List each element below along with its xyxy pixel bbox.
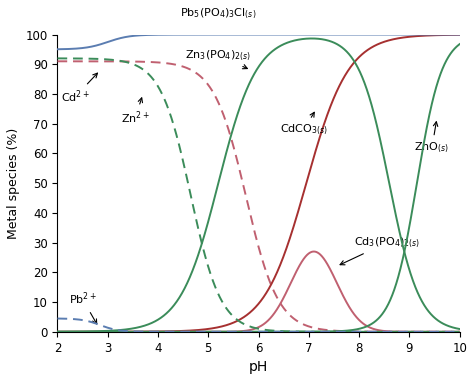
Text: Zn$^{2+}$: Zn$^{2+}$ (121, 98, 150, 126)
Text: ZnO$_{(s)}$: ZnO$_{(s)}$ (414, 122, 449, 155)
X-axis label: pH: pH (249, 360, 268, 374)
Text: CdCO$_{3(s)}$: CdCO$_{3(s)}$ (280, 112, 328, 137)
Y-axis label: Metal species (%): Metal species (%) (7, 128, 20, 239)
Text: Cd$_3$(PO$_4$)$_{2(s)}$: Cd$_3$(PO$_4$)$_{2(s)}$ (340, 235, 420, 265)
Text: Pb$_5$(PO$_4$)$_3$Cl$_{(s)}$: Pb$_5$(PO$_4$)$_3$Cl$_{(s)}$ (180, 7, 256, 21)
Text: Zn$_3$(PO$_4$)$_{2(s)}$: Zn$_3$(PO$_4$)$_{2(s)}$ (185, 48, 251, 69)
Text: Cd$^{2+}$: Cd$^{2+}$ (61, 73, 98, 105)
Text: Pb$^{2+}$: Pb$^{2+}$ (69, 291, 97, 324)
